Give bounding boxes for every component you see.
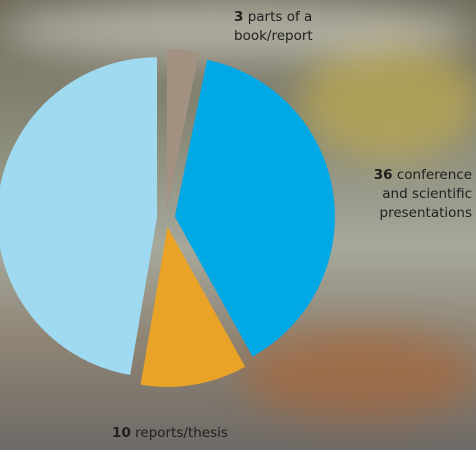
slice-value: 3 [234,9,243,25]
slice-label: 10 reports/thesis [60,424,280,443]
slice-label: 36 conference and scientific presentatio… [350,166,472,223]
chart: 3 parts of a book/report 36 conference a… [0,0,476,450]
slice-category: conference and scientific presentations [380,167,472,221]
slice-label: 3 parts of a book/report [234,8,344,46]
slice-category: parts of a book/report [234,9,313,44]
slice-value: 36 [374,167,393,183]
slice-category: reports/thesis [135,425,228,441]
pie-slice [0,57,157,375]
slice-value: 10 [112,425,131,441]
pie [0,0,476,450]
